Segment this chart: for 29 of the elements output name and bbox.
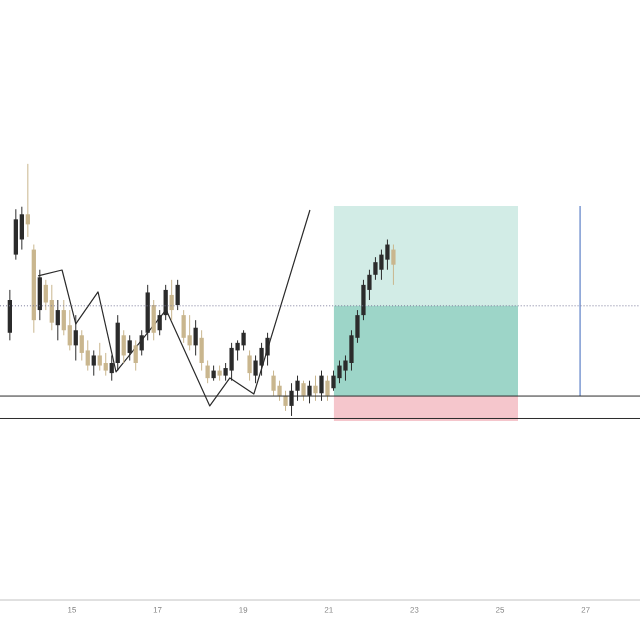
candlestick — [229, 342, 234, 382]
candlestick — [73, 314, 78, 361]
candlestick — [301, 380, 306, 402]
candlestick — [103, 352, 108, 377]
candlestick — [97, 342, 102, 372]
candlestick — [115, 314, 120, 372]
candlestick — [7, 289, 12, 341]
candlestick — [247, 349, 252, 382]
candlestick — [181, 309, 186, 344]
candlestick — [271, 370, 276, 397]
candlestick — [169, 279, 174, 321]
candlestick — [133, 339, 138, 372]
candlestick — [55, 299, 60, 341]
candlestick — [313, 375, 318, 402]
candlestick — [25, 163, 30, 238]
candlestick — [187, 314, 192, 351]
candlestick — [85, 339, 90, 372]
candlestick — [151, 299, 156, 341]
candlestick — [121, 329, 126, 364]
candlestick — [325, 375, 330, 402]
candlestick — [67, 309, 72, 351]
candlestick — [49, 284, 54, 331]
candlestick — [391, 244, 396, 286]
candlestick — [13, 208, 18, 261]
candlestick — [91, 349, 96, 377]
candlestick — [337, 360, 342, 384]
candlestick — [127, 334, 132, 361]
candlestick — [175, 279, 180, 311]
candlestick — [19, 206, 24, 251]
